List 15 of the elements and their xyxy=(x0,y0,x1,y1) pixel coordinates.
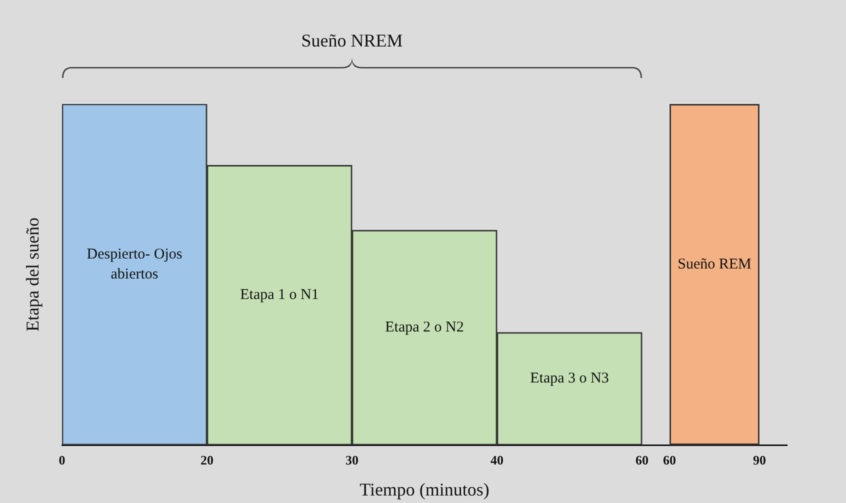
x-axis-title: Tiempo (minutos) xyxy=(360,480,490,500)
text: 20 xyxy=(200,452,214,468)
text: 40 xyxy=(490,452,504,468)
text: 60 xyxy=(636,452,648,468)
x-tick-label: Sueño REM xyxy=(678,256,752,272)
text: 90 xyxy=(752,452,766,468)
x-tick-label: Etapa 1 o N1 xyxy=(240,287,319,304)
y-axis-title: Etapa del sueño xyxy=(22,218,43,332)
text: 30 xyxy=(346,452,358,468)
text: 60 xyxy=(663,452,676,468)
text: 0 xyxy=(58,452,66,468)
x-tick-label: Etapa 2 o N2 xyxy=(385,320,464,336)
x-tick-label: Despierto- Ojos abiertos xyxy=(86,246,182,282)
text: Sueño NREM xyxy=(301,30,403,51)
x-tick-label: Etapa 3 o N3 xyxy=(530,370,609,387)
